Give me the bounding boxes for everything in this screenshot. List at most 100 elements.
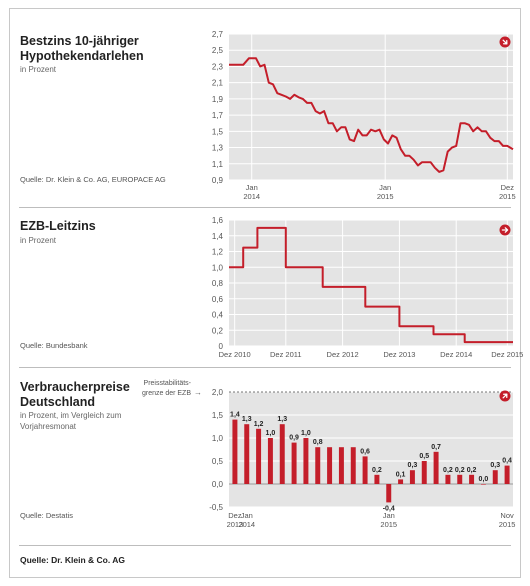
bar xyxy=(398,479,404,484)
y-tick-label: 1,1 xyxy=(212,160,224,169)
bar xyxy=(267,438,273,484)
bar xyxy=(338,447,344,484)
bar xyxy=(409,470,415,484)
x-tick-label: Dez 2015 xyxy=(491,350,523,359)
bar xyxy=(492,470,498,484)
y-tick-label: 0,5 xyxy=(212,457,224,466)
x-tick-label: Dez 2014 xyxy=(440,350,472,359)
data-label: 0,1 xyxy=(396,471,406,478)
y-tick-label: 2,5 xyxy=(212,46,224,55)
panel-divider xyxy=(19,545,511,546)
arrow-right-icon-glyph xyxy=(501,227,509,233)
annotation-line-1: Preisstabilitäts- xyxy=(144,380,192,387)
arrow-up-right-icon-glyph xyxy=(502,393,508,399)
cpi-source: Quelle: Destatis xyxy=(20,511,73,520)
y-tick-label: 1,0 xyxy=(212,434,224,443)
data-label: 0,8 xyxy=(313,439,323,446)
data-label: 0,0 xyxy=(479,476,489,483)
ecb-rate-subtitle: in Prozent xyxy=(20,236,57,245)
x-tick-sublabel: 2015 xyxy=(380,520,397,529)
x-tick-label: Nov xyxy=(500,511,514,520)
x-tick-sublabel: 2014 xyxy=(243,192,260,201)
bar xyxy=(504,465,510,484)
plot-area-3 xyxy=(229,392,513,507)
y-tick-label: 1,2 xyxy=(212,248,224,257)
y-tick-label: 0,4 xyxy=(212,311,224,320)
mortgage-rate-subtitle: in Prozent xyxy=(20,65,57,74)
data-label: 0,2 xyxy=(455,467,465,474)
x-tick-sublabel: 2015 xyxy=(499,520,516,529)
y-tick-label: 1,7 xyxy=(212,111,224,120)
series-line-2 xyxy=(229,226,513,344)
plot-area-1 xyxy=(229,34,513,180)
x-tick-label: Dez xyxy=(501,183,515,192)
bar xyxy=(232,419,238,484)
data-label: 0,3 xyxy=(490,462,500,469)
infographic-frame xyxy=(9,8,521,578)
cpi-subtitle: in Prozent, im Vergleich zum Vorjahresmo… xyxy=(20,411,122,431)
x-tick-label: Dez xyxy=(228,511,242,520)
series-line-1 xyxy=(229,57,514,173)
bar xyxy=(315,447,321,484)
bar xyxy=(421,461,427,484)
data-label: 0,4 xyxy=(502,458,512,465)
y-tick-label: 0,8 xyxy=(212,279,224,288)
x-tick-sublabel: 2013 xyxy=(227,520,244,529)
panel-divider xyxy=(19,367,511,368)
bar xyxy=(350,447,356,484)
data-label: -0,4 xyxy=(383,505,395,512)
bar xyxy=(469,474,475,484)
data-label: 1,3 xyxy=(277,416,287,423)
cpi-title: Verbraucherpreise Deutschland xyxy=(20,380,130,409)
x-tick-label: Jan xyxy=(241,511,253,520)
y-tick-label: 1,5 xyxy=(212,411,224,420)
y-tick-label: 2,1 xyxy=(212,79,224,88)
y-tick-label: 2,7 xyxy=(212,30,224,39)
data-label: 0,2 xyxy=(372,467,382,474)
x-tick-label: Jan xyxy=(379,183,391,192)
ecb-rate-source: Quelle: Bundesbank xyxy=(20,341,88,350)
annotation-line-2: grenze der EZB xyxy=(142,390,191,397)
x-tick-label: Dez 2012 xyxy=(327,350,359,359)
y-tick-label: 0 xyxy=(219,342,224,351)
y-tick-label: 1,0 xyxy=(212,263,224,272)
data-label: 0,6 xyxy=(360,448,370,455)
y-tick-label: 0,6 xyxy=(212,295,224,304)
x-tick-label: Dez 2013 xyxy=(383,350,415,359)
y-tick-label: 1,3 xyxy=(212,144,224,153)
data-label: 1,2 xyxy=(254,421,264,428)
y-tick-label: 1,5 xyxy=(212,127,224,136)
annotation-arrow-icon: → xyxy=(194,388,202,397)
bar xyxy=(256,428,262,484)
data-label: 0,2 xyxy=(443,467,453,474)
x-tick-label: Jan xyxy=(383,511,395,520)
bar xyxy=(374,474,380,484)
data-label: 1,0 xyxy=(266,430,276,437)
x-tick-sublabel: 2015 xyxy=(377,192,394,201)
bar xyxy=(303,438,309,484)
bar xyxy=(433,451,439,484)
y-tick-label: 0,9 xyxy=(212,176,224,185)
mortgage-rate-source: Quelle: Dr. Klein & Co. AG, EUROPACE AG xyxy=(20,175,166,184)
y-tick-label: -0,5 xyxy=(209,503,223,512)
bar xyxy=(362,456,368,484)
footer-source: Quelle: Dr. Klein & Co. AG xyxy=(20,555,126,565)
data-label: 0,2 xyxy=(467,467,477,474)
y-tick-label: 1,9 xyxy=(212,95,224,104)
data-label: 0,5 xyxy=(419,453,429,460)
bar xyxy=(291,442,297,484)
data-label: 1,4 xyxy=(230,412,240,419)
data-label: 0,9 xyxy=(289,435,299,442)
y-tick-label: 0,0 xyxy=(212,480,224,489)
bar xyxy=(279,424,285,484)
bar xyxy=(386,484,392,503)
y-tick-label: 2,3 xyxy=(212,62,224,71)
x-tick-sublabel: 2014 xyxy=(238,520,255,529)
bar xyxy=(480,484,486,485)
data-label: 1,3 xyxy=(242,416,252,423)
y-tick-label: 1,6 xyxy=(212,216,224,225)
x-tick-label: Dez 2011 xyxy=(270,350,302,359)
data-label: 0,3 xyxy=(408,462,418,469)
data-label: 1,0 xyxy=(301,430,311,437)
